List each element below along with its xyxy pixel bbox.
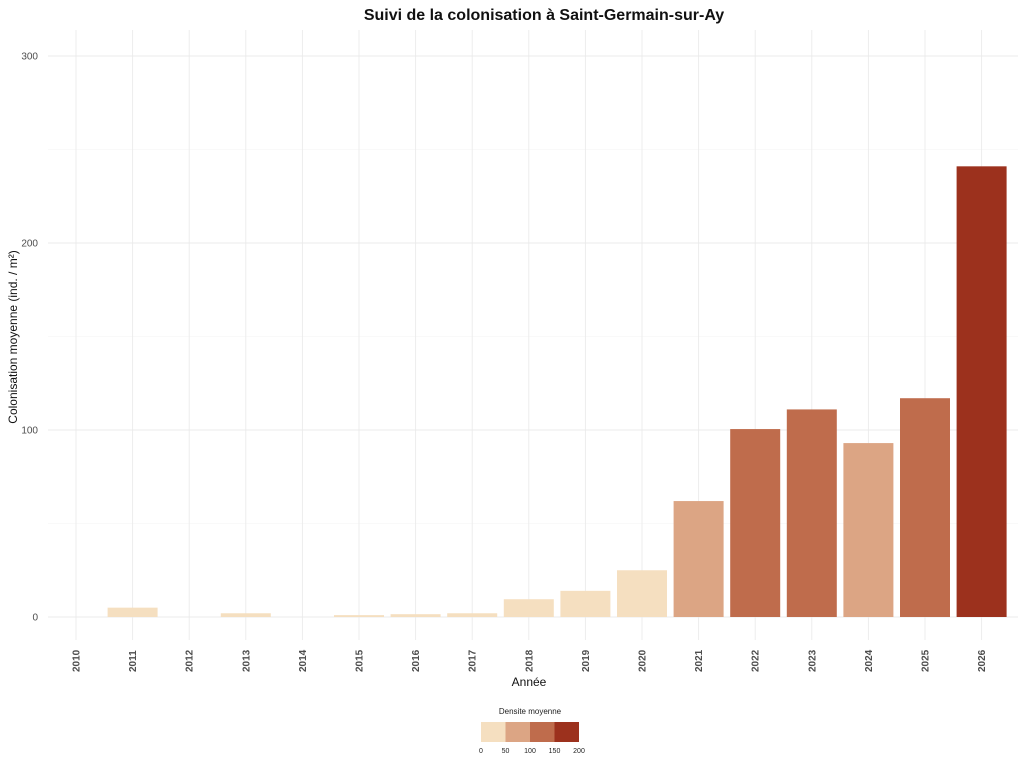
chart-title: Suivi de la colonisation à Saint-Germain… [364,7,724,24]
bars [107,166,1007,617]
x-tick-label: 2011 [128,650,139,672]
x-tick-label: 2012 [185,649,196,672]
x-tick-label: 2021 [694,649,705,672]
bar-2020 [617,570,667,617]
x-tick-label: 2013 [241,649,252,672]
x-tick-label: 2018 [524,649,535,672]
x-tick-label: 2022 [751,649,762,672]
x-tick-label: 2020 [638,649,649,672]
x-tick-label: 2017 [468,649,479,672]
bar-2025 [900,398,950,617]
x-tick-label: 2023 [807,649,818,672]
x-tick-label: 2026 [977,649,988,672]
x-tick-label: 2015 [355,649,366,672]
x-tick-label: 2019 [581,649,592,672]
bar-2015 [334,615,384,617]
x-tick-label: 2016 [411,649,422,672]
bar-2019 [560,590,611,617]
legend: Densite moyenne 0 50 100 150 200 [479,707,585,755]
bar-2017 [447,613,498,617]
legend-tick-label: 50 [502,748,510,755]
legend-tick-label: 200 [573,748,585,755]
y-axis-label: Colonisation moyenne (ind. / m²) [6,250,20,423]
bar-2023 [786,409,837,617]
y-tick-label: 0 [32,613,38,624]
bar-2011 [107,607,158,617]
x-axis-ticks: 2010 2011 2012 2013 2014 2015 2016 2017 2018 2019… [72,649,989,672]
legend-tick-label: 150 [549,748,561,755]
legend-swatch [530,722,555,742]
legend-swatch [481,722,506,742]
bar-2026 [956,166,1007,617]
x-tick-label: 2025 [921,649,932,672]
legend-swatch [554,722,579,742]
y-tick-label: 300 [21,52,38,63]
y-tick-label: 100 [21,426,38,437]
bar-2016 [390,614,441,617]
x-tick-label: 2014 [298,649,309,672]
y-axis-ticks: 0 100 200 300 [21,52,38,624]
bar-2018 [503,599,554,617]
legend-tick-label: 0 [479,748,483,755]
x-tick-label: 2024 [864,649,875,672]
legend-swatch [505,722,530,742]
legend-title: Densite moyenne [499,707,562,716]
bar-2022 [730,429,781,617]
legend-tick-label: 100 [524,748,536,755]
x-axis-label: Année [512,675,547,689]
y-tick-label: 200 [21,239,38,250]
bar-2013 [220,613,271,617]
x-tick-label: 2010 [72,649,83,672]
bar-2024 [843,443,894,617]
bar-2021 [673,501,724,617]
